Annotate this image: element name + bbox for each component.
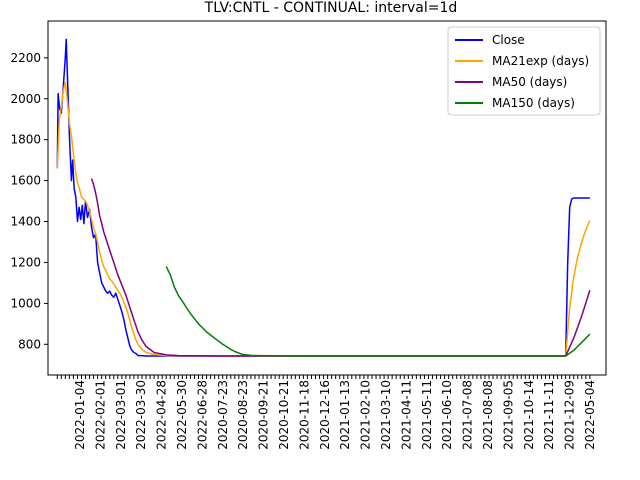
x-tick-label: 2021-12-09 [563, 380, 577, 450]
x-tick-label: 2021-08-08 [481, 380, 495, 450]
series-line-4 [165, 266, 591, 357]
x-tick-label: 2022-06-28 [195, 380, 209, 450]
x-tick-label: 2020-12-16 [318, 380, 332, 450]
x-tick-label: 2021-01-13 [338, 380, 352, 450]
y-tick-label: 800 [18, 337, 41, 351]
x-tick-label: 2021-06-10 [440, 380, 454, 450]
legend-entry: MA150 (days) [492, 96, 575, 110]
y-axis: 800 1000 1200 1400 1600 1800 2000 2200 [10, 51, 48, 351]
x-tick-label: 2020-10-21 [277, 380, 291, 450]
legend: Close MA21exp (days) MA50 (days) MA150 (day… [447, 26, 601, 116]
x-tick-label: 2022-05-30 [175, 380, 189, 450]
x-tick-label: 2021-03-10 [379, 380, 393, 450]
x-tick-label: 2020-07-23 [216, 380, 230, 450]
y-tick-label: 1600 [10, 174, 41, 188]
x-tick-label: 2022-03-01 [114, 380, 128, 450]
x-tick-label: 2021-04-11 [399, 380, 413, 450]
x-axis: 2022-01-04 2022-02-01 2022-03-01 2022-03-30… [56, 375, 597, 450]
plot-frame [47, 20, 607, 376]
x-tick-label: 2022-01-04 [73, 380, 87, 450]
x-tick-label: 2022-02-01 [93, 380, 107, 450]
y-tick-label: 1800 [10, 133, 41, 147]
y-tick-label: 1200 [10, 255, 41, 269]
x-tick-label: 2022-05-04 [583, 380, 597, 450]
legend-entry: Close [492, 33, 525, 47]
x-tick-label: 2021-09-05 [501, 380, 515, 450]
series-line-2 [56, 81, 591, 357]
y-tick-label: 1000 [10, 296, 41, 310]
y-tick-label: 2200 [10, 51, 41, 65]
legend-entry: MA21exp (days) [492, 54, 589, 68]
x-tick-label: 2022-04-28 [155, 380, 169, 450]
x-tick-label: 2021-11-11 [542, 380, 556, 450]
x-tick-label: 2021-07-08 [461, 380, 475, 450]
legend-box [447, 26, 601, 116]
x-tick-label: 2021-02-10 [359, 380, 373, 450]
chart-title: TLV:CNTL - CONTINUAL: interval=1d [204, 0, 458, 16]
y-tick-label: 1400 [10, 215, 41, 229]
x-tick-label: 2022-03-30 [134, 380, 148, 450]
legend-entry: MA50 (days) [492, 75, 567, 89]
x-tick-label: 2020-11-18 [297, 380, 311, 450]
x-tick-label: 2020-09-21 [257, 380, 271, 450]
x-tick-label: 2020-08-23 [236, 380, 250, 450]
plot-lines [56, 38, 591, 357]
x-tick-label: 2021-10-14 [522, 380, 536, 450]
y-tick-label: 2000 [10, 92, 41, 106]
x-tick-label: 2021-05-11 [420, 380, 434, 450]
